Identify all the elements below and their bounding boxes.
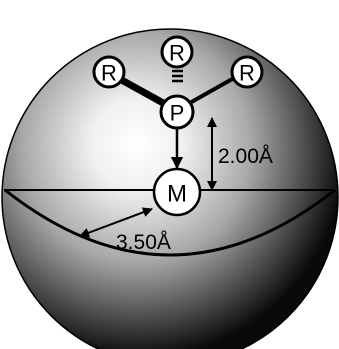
- cone-radius-label: 3.50Å: [116, 231, 171, 254]
- atom-r-right-label: R: [239, 61, 255, 86]
- atom-metal: [152, 167, 202, 217]
- p-m-distance-label: 2.00Å: [218, 145, 273, 168]
- bond-r-right-p: [187, 76, 235, 106]
- atom-r-left: [92, 55, 126, 89]
- atom-r-left-label: R: [101, 61, 117, 86]
- bond-r-left-p: [116, 74, 167, 108]
- atom-phosphorus-label: P: [170, 101, 185, 126]
- atom-r-right: [230, 55, 264, 89]
- cone-radius-arrow: [79, 207, 153, 238]
- atom-r-top-label: R: [169, 41, 185, 66]
- equator-arc: [4, 188, 336, 257]
- atom-r-top: [160, 35, 194, 69]
- atom-metal-label: M: [167, 181, 187, 208]
- atom-phosphorus: [159, 94, 195, 130]
